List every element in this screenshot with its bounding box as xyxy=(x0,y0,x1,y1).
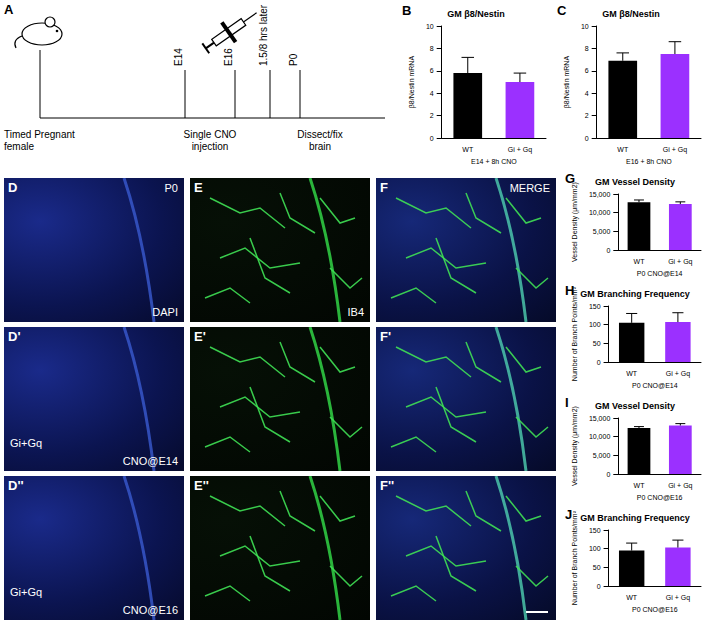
svg-text:E16: E16 xyxy=(223,48,234,66)
svg-text:injection: injection xyxy=(192,141,229,152)
svg-text:150: 150 xyxy=(589,527,601,534)
svg-text:Gi + Gq: Gi + Gq xyxy=(508,146,532,154)
svg-text:GM Vessel Density: GM Vessel Density xyxy=(595,177,675,187)
svg-text:15,000: 15,000 xyxy=(589,415,611,422)
svg-text:2: 2 xyxy=(430,112,434,119)
svg-text:Number of Branch Points/mm²: Number of Branch Points/mm² xyxy=(571,286,578,381)
svg-text:10: 10 xyxy=(426,23,434,30)
svg-text:8: 8 xyxy=(585,45,589,52)
svg-text:100: 100 xyxy=(589,321,601,328)
svg-text:Gi + Gq: Gi + Gq xyxy=(666,370,690,378)
svg-text:E14 + 8h CNO: E14 + 8h CNO xyxy=(471,158,517,165)
svg-text:10,000: 10,000 xyxy=(589,209,611,216)
svg-text:15,000: 15,000 xyxy=(589,191,611,198)
svg-text:10: 10 xyxy=(581,23,589,30)
svg-text:4: 4 xyxy=(430,90,434,97)
svg-text:100: 100 xyxy=(589,545,601,552)
svg-text:0: 0 xyxy=(597,359,601,366)
svg-text:150: 150 xyxy=(589,303,601,310)
svg-text:β8/Nestin mRNA: β8/Nestin mRNA xyxy=(563,56,571,109)
svg-text:WT: WT xyxy=(634,258,646,265)
svg-text:50: 50 xyxy=(593,564,601,571)
svg-text:WT: WT xyxy=(626,370,638,377)
svg-text:E14: E14 xyxy=(173,48,184,66)
svg-text:0: 0 xyxy=(606,247,610,254)
svg-text:Gi + Gq: Gi + Gq xyxy=(663,146,687,154)
svg-text:GM β8/Nestin: GM β8/Nestin xyxy=(447,9,505,19)
svg-text:Gi + Gq: Gi + Gq xyxy=(666,594,690,602)
svg-text:Number of Branch Points/mm²: Number of Branch Points/mm² xyxy=(571,510,578,605)
svg-text:GM β8/Nestin: GM β8/Nestin xyxy=(602,9,660,19)
svg-text:Gi + Gq: Gi + Gq xyxy=(668,482,692,490)
svg-text:WT: WT xyxy=(634,482,646,489)
svg-text:5,000: 5,000 xyxy=(593,452,611,459)
svg-text:0: 0 xyxy=(597,583,601,590)
svg-text:female: female xyxy=(4,141,34,152)
svg-text:4: 4 xyxy=(585,90,589,97)
svg-text:Vessel Density (μm/mm2): Vessel Density (μm/mm2) xyxy=(571,182,579,262)
svg-text:E16 + 8h CNO: E16 + 8h CNO xyxy=(626,158,672,165)
svg-text:50: 50 xyxy=(593,340,601,347)
svg-text:WT: WT xyxy=(462,146,474,153)
svg-text:P0 CNO@E16: P0 CNO@E16 xyxy=(637,494,683,501)
svg-text:Gi + Gq: Gi + Gq xyxy=(668,258,692,266)
svg-text:0: 0 xyxy=(606,471,610,478)
svg-text:6: 6 xyxy=(585,67,589,74)
svg-text:1.5/8 hrs later: 1.5/8 hrs later xyxy=(258,4,269,66)
svg-text:Single CNO: Single CNO xyxy=(184,129,237,140)
svg-text:Dissect/fix: Dissect/fix xyxy=(297,129,343,140)
svg-text:P0: P0 xyxy=(288,53,299,66)
svg-text:10,000: 10,000 xyxy=(589,433,611,440)
svg-text:0: 0 xyxy=(585,135,589,142)
svg-text:P0 CNO@E14: P0 CNO@E14 xyxy=(632,382,678,389)
svg-text:WT: WT xyxy=(617,146,629,153)
svg-text:β8/Nestin mRNA: β8/Nestin mRNA xyxy=(408,56,416,109)
svg-text:WT: WT xyxy=(626,594,638,601)
svg-text:P0 CNO@E14: P0 CNO@E14 xyxy=(637,270,683,277)
svg-text:Timed Pregnant: Timed Pregnant xyxy=(4,129,75,140)
svg-text:2: 2 xyxy=(585,112,589,119)
svg-text:0: 0 xyxy=(430,135,434,142)
svg-text:GM Branching Frequency: GM Branching Frequency xyxy=(580,289,690,299)
svg-text:5,000: 5,000 xyxy=(593,228,611,235)
svg-text:P0 CNO@E16: P0 CNO@E16 xyxy=(632,606,678,613)
svg-text:Vessel Density (μm/mm2): Vessel Density (μm/mm2) xyxy=(571,406,579,486)
svg-text:GM Vessel Density: GM Vessel Density xyxy=(595,401,675,411)
svg-text:6: 6 xyxy=(430,67,434,74)
svg-text:8: 8 xyxy=(430,45,434,52)
svg-text:GM Branching Frequency: GM Branching Frequency xyxy=(580,513,690,523)
svg-text:brain: brain xyxy=(309,141,331,152)
